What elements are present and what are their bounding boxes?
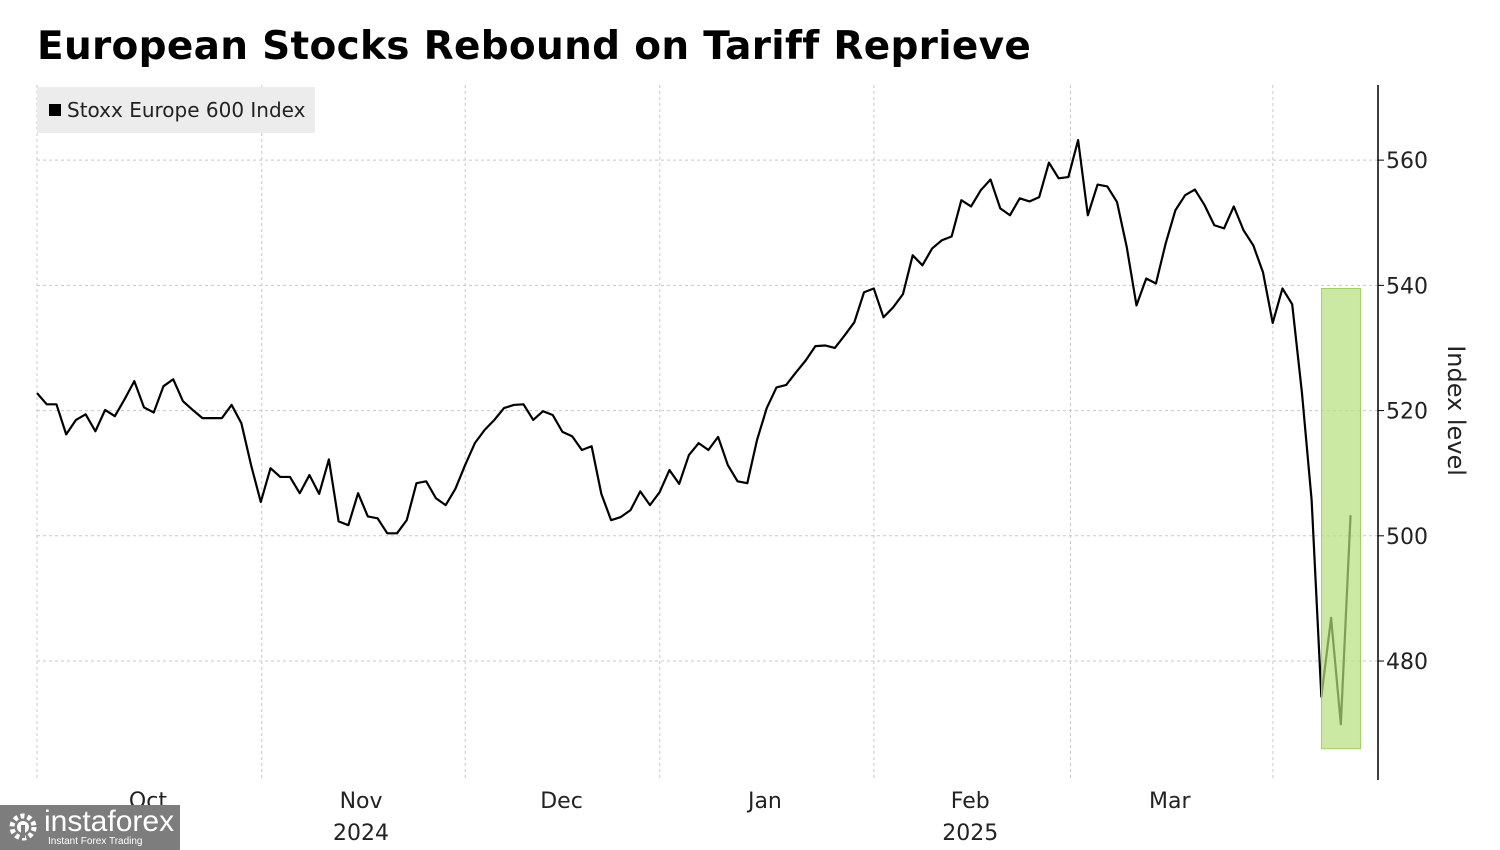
watermark-name: instaforex bbox=[44, 805, 175, 838]
legend-swatch bbox=[49, 104, 61, 116]
x-year-label: 2025 bbox=[942, 821, 998, 846]
watermark-tagline: Instant Forex Trading bbox=[48, 836, 143, 847]
y-tick-label: 540 bbox=[1386, 274, 1428, 299]
highlight-box bbox=[1321, 287, 1361, 750]
x-tick-label: Feb bbox=[951, 789, 990, 814]
x-tick-label: Mar bbox=[1149, 789, 1191, 814]
y-axis-label: Index level bbox=[1442, 345, 1470, 476]
gear-logo-icon bbox=[9, 813, 37, 841]
chart-title: European Stocks Rebound on Tariff Reprie… bbox=[37, 24, 1032, 69]
legend-label: Stoxx Europe 600 Index bbox=[67, 98, 306, 122]
series-line-stoxx-600 bbox=[36, 138, 1352, 726]
x-tick-label: Dec bbox=[540, 789, 583, 814]
watermark: instaforex Instant Forex Trading bbox=[0, 805, 180, 850]
legend: Stoxx Europe 600 Index bbox=[37, 87, 315, 133]
y-tick-label: 560 bbox=[1386, 149, 1428, 174]
x-year-label: 2024 bbox=[333, 821, 389, 846]
y-tick-label: 520 bbox=[1386, 400, 1428, 425]
y-tick-label: 480 bbox=[1386, 650, 1428, 675]
x-tick-label: Nov bbox=[340, 789, 383, 814]
y-tick-label: 500 bbox=[1386, 525, 1428, 550]
x-tick-label: Jan bbox=[746, 789, 782, 814]
